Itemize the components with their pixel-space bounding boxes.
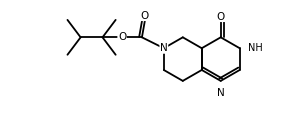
Text: N: N: [217, 88, 225, 98]
Text: NH: NH: [248, 43, 263, 53]
Text: O: O: [141, 10, 149, 21]
Text: O: O: [118, 32, 126, 42]
Text: N: N: [160, 43, 168, 53]
Text: O: O: [217, 12, 225, 22]
